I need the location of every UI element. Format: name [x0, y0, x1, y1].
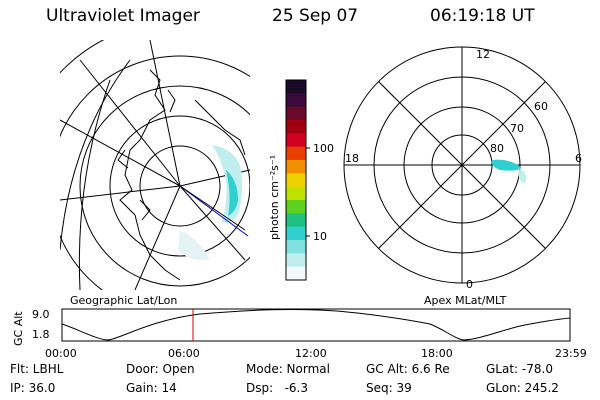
viewing-line: [179, 185, 246, 231]
lat-label-70: 70: [510, 122, 524, 135]
colorbar-segment: [286, 186, 306, 201]
lon-arc: [78, 79, 111, 290]
altitude-curve: [61, 308, 571, 341]
lat-label-80: 80: [490, 142, 504, 155]
mlt-label-12: 12: [476, 48, 490, 61]
aurora-emission-polar: [491, 159, 522, 171]
status-gc-alt: GC Alt: 6.6 Re: [366, 362, 450, 376]
time-label: 06:00: [168, 347, 200, 360]
geographic-map-caption: Geographic Lat/Lon: [70, 294, 177, 307]
status-mode: Mode: Normal: [246, 362, 330, 376]
colorbar-segment: [286, 266, 306, 281]
colorbar-tick-label: 100: [313, 142, 334, 155]
altitude-tick-label: 1.8: [32, 328, 50, 341]
meridian-line: [179, 185, 246, 261]
colorbar-unit-label: photon cm⁻²s⁻¹: [268, 155, 281, 240]
colorbar-segment: [286, 133, 306, 148]
header-time: 06:19:18 UT: [430, 6, 535, 26]
colorbar-segment: [286, 106, 306, 121]
lat-circle: [60, 55, 250, 290]
time-label: 18:00: [421, 347, 453, 360]
meridian-line: [60, 185, 181, 201]
colorbar-segment: [286, 146, 306, 161]
status-glon: GLon: 245.2: [486, 381, 559, 395]
altitude-strip: 9.0 1.8 GC Alt: [12, 308, 571, 346]
altitude-tick-label: 9.0: [32, 308, 50, 321]
coastline: [117, 69, 246, 281]
time-label: 12:00: [295, 347, 327, 360]
meridian-line: [79, 59, 181, 187]
mlt-label-18: 18: [345, 152, 359, 165]
colorbar-segment: [286, 226, 306, 241]
status-ip: IP: 36.0: [10, 381, 56, 395]
colorbar-segment: [286, 213, 306, 228]
aurora-emission: [178, 145, 243, 261]
geographic-map: [60, 40, 250, 290]
mlt-label-0: 0: [466, 278, 473, 291]
status-gain: Gain: 14: [126, 381, 177, 395]
colorbar-segment: [286, 120, 306, 134]
time-label: 23:59: [555, 347, 587, 360]
colorbar-segment: [286, 93, 306, 108]
aurora-emission-polar: [518, 168, 527, 184]
lat-circle: [109, 115, 250, 257]
status-seq: Seq: 39: [366, 381, 412, 395]
colorbar-segment: [286, 240, 306, 254]
mlt-label-6: 6: [575, 152, 582, 165]
header-title: Ultraviolet Imager: [46, 6, 200, 26]
colorbar-segment: [286, 80, 306, 94]
polar-labels: 12 18 6 0 60 70 80: [345, 48, 582, 291]
lat-circle: [79, 85, 250, 287]
colorbar-frame: [285, 79, 307, 281]
colorbar-segment: [286, 200, 306, 214]
altitude-strip-frame: [61, 308, 571, 342]
status-flight: Flt: LBHL: [10, 362, 64, 376]
polar-plot: [343, 46, 581, 284]
colorbar-segment: [286, 160, 306, 174]
colorbar-segment: [286, 173, 306, 188]
status-door: Door: Open: [126, 362, 195, 376]
meridian-line: [60, 119, 181, 187]
colorbar: 100 10 photon cm⁻²s⁻¹: [268, 79, 334, 281]
colorbar-segment: [286, 253, 306, 268]
altitude-axis-label: GC Alt: [12, 311, 25, 346]
lon-arc: [60, 59, 131, 251]
status-glat: GLat: -78.0: [486, 362, 553, 376]
polar-map-caption: Apex MLat/MLT: [424, 294, 507, 307]
polar-axis: [377, 80, 547, 250]
colorbar-tick-label: 10: [313, 230, 327, 243]
viewing-line: [179, 185, 249, 237]
lat-circle: [139, 145, 221, 227]
time-axis: 00:00 06:00 12:00 18:00 23:59: [45, 347, 587, 360]
meridian-line: [149, 40, 181, 187]
header-date: 25 Sep 07: [272, 6, 359, 26]
meridian-line: [134, 185, 181, 290]
lat-label-60: 60: [534, 100, 548, 113]
time-label: 00:00: [45, 347, 77, 360]
status-dsp: Dsp: -6.3: [246, 381, 309, 395]
